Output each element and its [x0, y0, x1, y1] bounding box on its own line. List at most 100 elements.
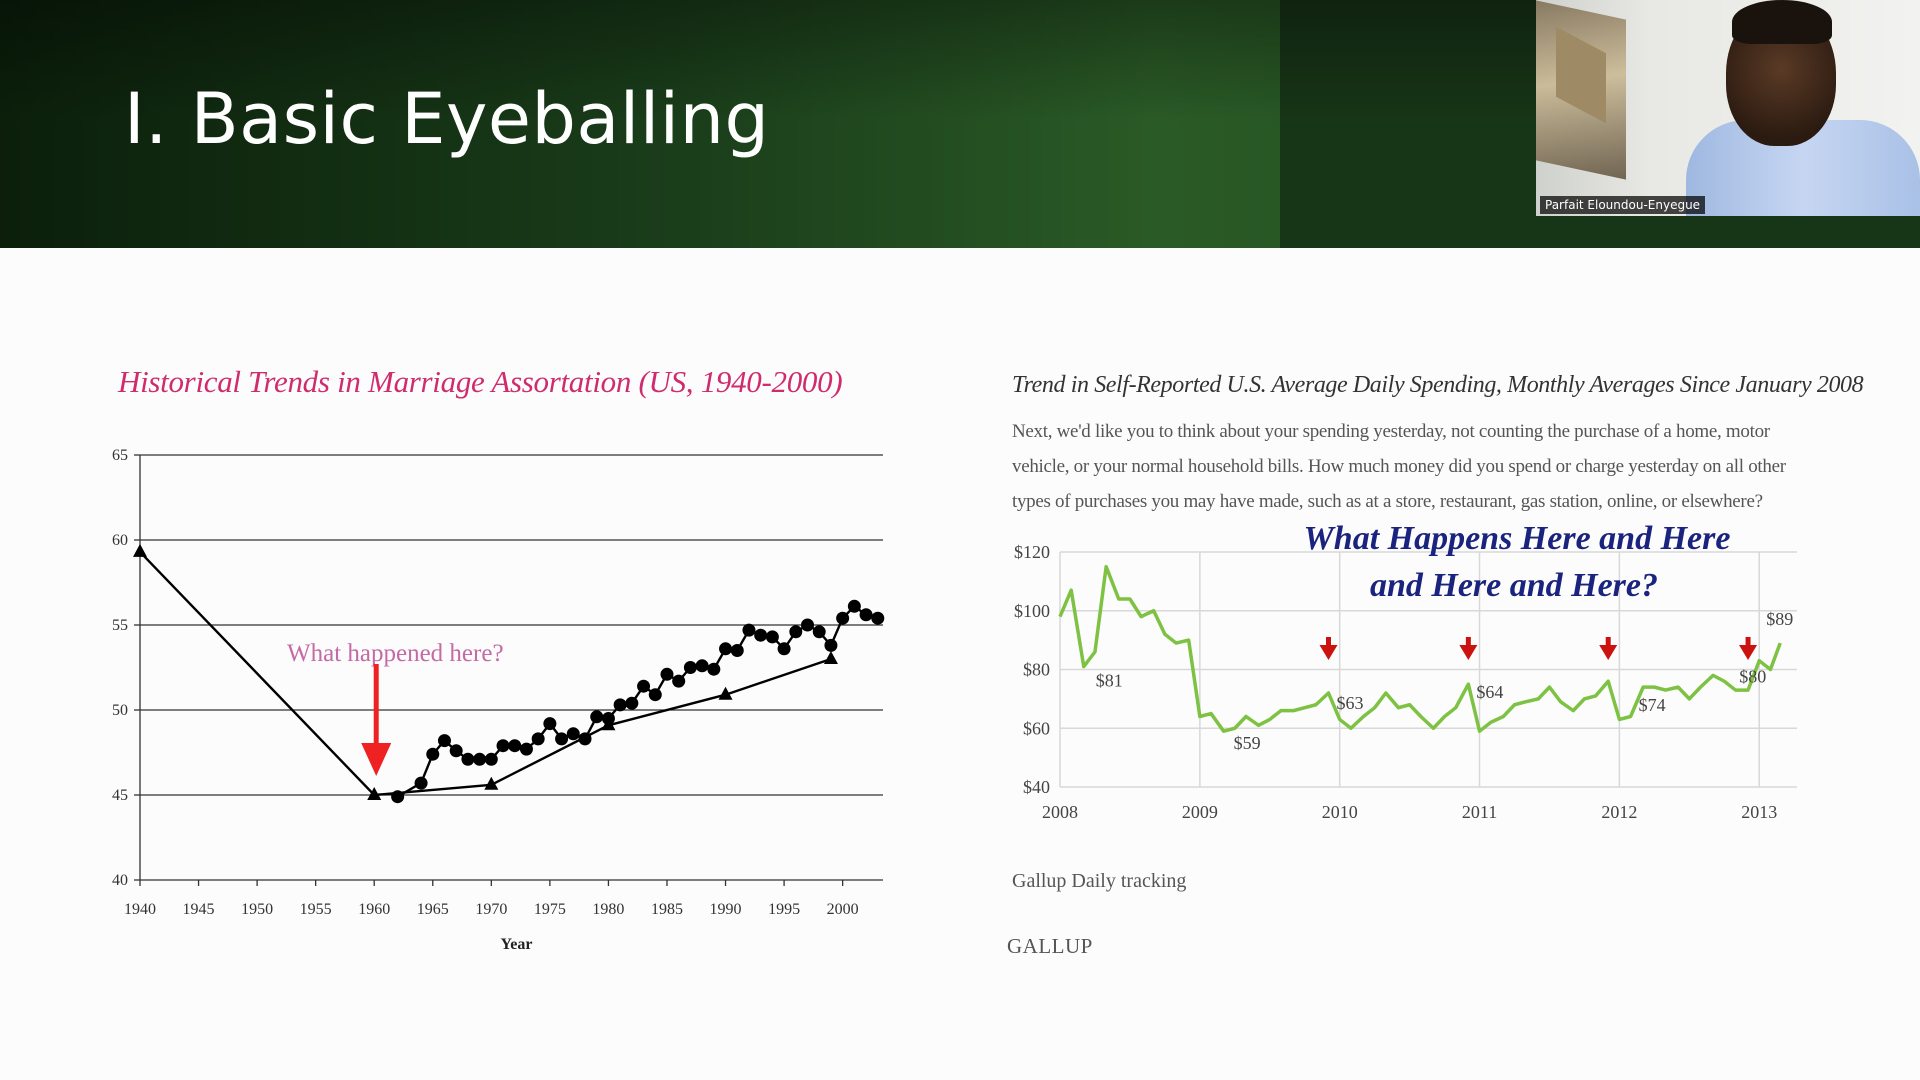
- y-tick-label: 40: [112, 872, 128, 889]
- circle-point: [613, 698, 627, 712]
- series-line-triangle: [139, 551, 832, 797]
- y-tick-label: $120: [1014, 542, 1050, 562]
- chart-source: Gallup Daily tracking: [1012, 870, 1187, 892]
- x-tick-label: 2012: [1601, 802, 1637, 822]
- red-arrow-head: [1459, 645, 1478, 660]
- circle-point: [414, 776, 428, 790]
- circle-point: [449, 744, 463, 758]
- circle-point: [578, 732, 592, 746]
- x-tick-label: 1970: [475, 901, 507, 918]
- overlay-question-line-1: What Happens Here and Here: [1304, 520, 1731, 557]
- right-chart-heading: Trend in Self-Reported U.S. Average Dail…: [1012, 372, 1864, 398]
- participant-name-tag: Parfait Eloundou-Enyegue: [1540, 196, 1706, 214]
- triangle-point: [718, 686, 733, 700]
- circle-point: [777, 642, 791, 656]
- circle-point: [824, 638, 838, 652]
- data-label: $59: [1234, 733, 1261, 753]
- x-tick-label: 1975: [534, 901, 566, 918]
- circle-point: [590, 710, 604, 724]
- y-tick-label: $60: [1023, 718, 1050, 738]
- circle-point: [719, 642, 733, 656]
- circle-point: [496, 739, 510, 753]
- y-tick-label: 45: [112, 787, 128, 804]
- x-tick-label: 1960: [358, 901, 390, 918]
- x-tick-label: 1995: [768, 901, 800, 918]
- circle-point: [625, 696, 639, 710]
- data-label: $89: [1766, 609, 1793, 629]
- y-tick-label: $80: [1023, 660, 1050, 680]
- circle-point: [871, 611, 885, 625]
- data-label: $74: [1639, 695, 1666, 715]
- spending-line: [1058, 564, 1782, 733]
- circle-point: [543, 717, 557, 731]
- data-label: $81: [1096, 671, 1123, 691]
- red-arrow-head: [1739, 645, 1758, 660]
- circle-point: [648, 688, 662, 702]
- circle-point: [812, 625, 826, 639]
- circle-point: [660, 667, 674, 681]
- circle-point: [789, 625, 803, 639]
- circle-point: [637, 679, 651, 693]
- annotation-arrow-head: [361, 743, 392, 776]
- x-tick-label: 2009: [1182, 802, 1218, 822]
- circle-point: [754, 628, 768, 642]
- participant-video-tile[interactable]: Parfait Eloundou-Enyegue: [1536, 0, 1920, 216]
- circle-point: [683, 661, 697, 674]
- x-tick-label: 2000: [827, 901, 859, 918]
- circle-point: [391, 790, 405, 804]
- x-tick-label: 1985: [651, 901, 683, 918]
- circle-point: [566, 727, 580, 741]
- circle-point: [695, 659, 709, 673]
- circle-point: [508, 739, 522, 753]
- x-tick-label: 2013: [1741, 802, 1777, 822]
- overlay-question-line-2: and Here and Here?: [1370, 567, 1658, 604]
- marriage-assortation-chart: 40 45 50 55 60 65 1940 1945 1950 1955 1960 1965 1970…: [112, 447, 885, 953]
- y-tick-label: $100: [1014, 601, 1050, 621]
- x-tick-label: 2008: [1042, 802, 1078, 822]
- x-tick-label: 1990: [710, 901, 742, 918]
- y-tick-label: 65: [112, 447, 128, 464]
- x-tick-label: 1940: [124, 901, 156, 918]
- circle-point: [437, 734, 451, 748]
- x-tick-label: 2010: [1322, 802, 1358, 822]
- x-tick-label: 1955: [300, 901, 332, 918]
- survey-question-text: Next, we'd like you to think about your …: [1012, 421, 1786, 512]
- circle-point: [473, 752, 487, 766]
- circle-point: [519, 742, 533, 756]
- data-label: $63: [1337, 693, 1364, 713]
- circle-point: [730, 644, 744, 657]
- triangle-point: [484, 776, 499, 790]
- x-tick-label: 1965: [417, 901, 449, 918]
- gallup-brand: GALLUP: [1007, 934, 1093, 958]
- circle-point: [484, 752, 498, 766]
- slide-title: I. Basic Eyeballing: [124, 78, 770, 160]
- y-tick-label: 60: [112, 532, 128, 549]
- circle-point: [742, 623, 756, 637]
- y-tick-label: 55: [112, 617, 128, 634]
- x-tick-label: 1980: [592, 901, 624, 918]
- red-arrow-head: [1319, 645, 1338, 660]
- circle-point: [847, 599, 861, 613]
- circle-point: [765, 630, 779, 644]
- circle-point: [859, 608, 873, 622]
- data-label: $64: [1476, 682, 1503, 702]
- x-tick-label: 1945: [183, 901, 215, 918]
- circle-point: [801, 618, 815, 632]
- annotation-text: What happened here?: [287, 640, 504, 667]
- red-arrow-head: [1599, 645, 1618, 660]
- triangle-point: [133, 543, 147, 557]
- daily-spending-chart: $40 $60 $80 $100 $120 2008 2009 2010 2011 2012 201…: [1014, 520, 1797, 822]
- y-tick-label: 50: [112, 702, 128, 719]
- data-label: $80: [1739, 667, 1766, 687]
- circle-point: [672, 674, 686, 688]
- y-tick-label: $40: [1023, 777, 1050, 797]
- circle-point: [707, 662, 721, 676]
- x-tick-label: 2011: [1462, 802, 1497, 822]
- triangle-point: [367, 787, 382, 800]
- circle-point: [461, 752, 475, 766]
- circle-point: [531, 732, 545, 746]
- circle-point: [426, 747, 440, 761]
- x-axis-label: Year: [501, 936, 533, 953]
- x-tick-label: 1950: [241, 901, 273, 918]
- circle-point: [601, 712, 615, 725]
